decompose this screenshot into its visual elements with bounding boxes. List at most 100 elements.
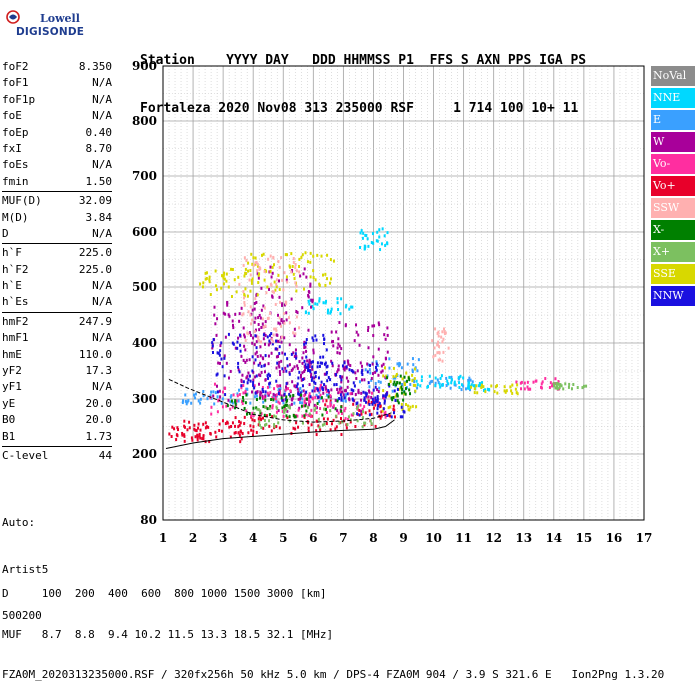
- echo-point: [307, 295, 310, 299]
- echo-point: [219, 344, 222, 348]
- echo-point: [294, 263, 297, 267]
- echo-point: [229, 369, 232, 373]
- echo-point: [544, 377, 547, 381]
- echo-point: [255, 300, 258, 304]
- x-trace-line: [168, 378, 392, 423]
- echo-point: [339, 417, 342, 421]
- echo-point: [255, 398, 258, 402]
- echo-point: [332, 339, 335, 343]
- echo-point: [299, 391, 302, 395]
- echo-point: [298, 406, 301, 410]
- echo-point: [289, 389, 292, 393]
- echo-point: [253, 395, 256, 399]
- echo-point: [307, 363, 310, 367]
- echo-point: [364, 400, 367, 404]
- echo-point: [292, 393, 295, 397]
- echo-point: [254, 262, 257, 266]
- echo-point: [364, 411, 367, 415]
- echo-point: [433, 346, 436, 350]
- echo-point: [300, 378, 303, 382]
- footer-muf: MUF 8.7 8.8 9.4 10.2 11.5 13.3 18.5 32.1…: [2, 627, 334, 641]
- echo-point: [214, 322, 217, 326]
- echo-point: [305, 365, 308, 369]
- echo-point: [434, 381, 437, 385]
- echo-point: [255, 260, 258, 264]
- echo-point: [279, 384, 282, 388]
- echo-point: [400, 385, 403, 389]
- echo-point: [303, 267, 306, 271]
- echo-point: [396, 362, 399, 366]
- param-name: fmin: [2, 174, 29, 188]
- echo-point: [344, 393, 347, 397]
- echo-point: [241, 402, 244, 406]
- param-row: yE 20.0: [2, 396, 112, 412]
- echo-point: [250, 322, 253, 326]
- echo-point: [347, 415, 350, 419]
- echo-point: [315, 433, 318, 437]
- echo-point: [237, 368, 240, 372]
- echo-point: [387, 406, 390, 410]
- echo-point: [340, 386, 343, 390]
- echo-point: [411, 368, 414, 372]
- echo-point: [428, 381, 431, 385]
- echo-point: [296, 364, 299, 368]
- echo-point: [411, 404, 414, 408]
- echo-point: [270, 283, 273, 287]
- echo-point: [181, 433, 184, 437]
- echo-point: [255, 406, 258, 410]
- legend-item-vo-: Vo+: [651, 176, 695, 196]
- echo-point: [308, 290, 311, 294]
- echo-point: [205, 425, 208, 429]
- echo-point: [330, 388, 333, 392]
- param-value: 32.09: [78, 194, 112, 208]
- echo-point: [356, 401, 359, 405]
- echo-point: [307, 366, 310, 370]
- echo-point: [390, 396, 393, 400]
- param-value: 110.0: [78, 347, 112, 361]
- y-tick-label: 80: [140, 513, 157, 527]
- echo-point: [264, 320, 267, 324]
- echo-point: [254, 391, 257, 395]
- echo-point: [254, 334, 257, 338]
- x-tick-label: 1: [159, 531, 167, 545]
- chart-traces: [165, 378, 395, 449]
- echo-point: [337, 368, 340, 372]
- echo-point: [293, 415, 296, 419]
- echo-point: [224, 386, 227, 390]
- echo-point: [340, 297, 343, 301]
- param-row: B1 1.73: [2, 429, 112, 445]
- echo-point: [329, 428, 332, 432]
- echo-point: [265, 291, 268, 295]
- echo-point: [274, 397, 277, 401]
- echo-point: [395, 372, 398, 376]
- echo-point: [460, 388, 463, 392]
- echo-point: [367, 381, 370, 385]
- echo-point: [386, 242, 389, 246]
- echo-point: [293, 277, 296, 281]
- echo-point: [249, 424, 252, 428]
- echo-point: [232, 326, 235, 330]
- echo-point: [253, 307, 256, 311]
- echo-point: [311, 367, 314, 371]
- echo-point: [263, 269, 266, 273]
- echo-point: [229, 400, 232, 404]
- echo-point: [256, 264, 259, 268]
- echo-point: [343, 409, 346, 413]
- echo-point: [438, 351, 441, 355]
- echo-point: [376, 397, 379, 401]
- echo-point: [360, 378, 363, 382]
- echo-point: [199, 401, 202, 405]
- param-row: hmE 110.0: [2, 347, 112, 363]
- echo-point: [255, 374, 258, 378]
- echo-point: [208, 280, 211, 284]
- echo-point: [416, 369, 419, 373]
- echo-point: [211, 346, 214, 350]
- echo-point: [275, 410, 278, 414]
- echo-point: [353, 399, 356, 403]
- echo-point: [258, 272, 261, 276]
- x-tick-label: 5: [279, 531, 287, 545]
- header-labels: Station YYYY DAY DDD HHMMSS P1 FFS S AXN…: [140, 53, 587, 68]
- echo-point: [311, 365, 314, 369]
- echo-point: [224, 335, 227, 339]
- param-value: N/A: [92, 76, 112, 90]
